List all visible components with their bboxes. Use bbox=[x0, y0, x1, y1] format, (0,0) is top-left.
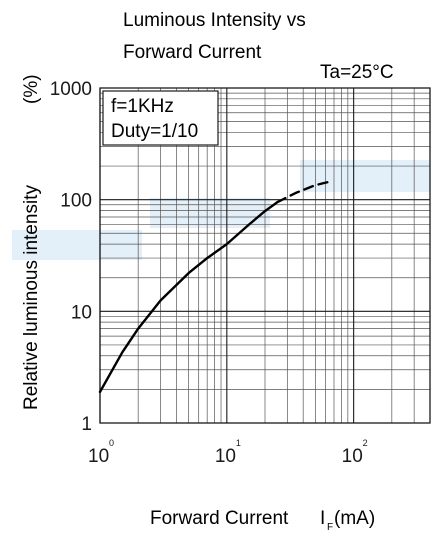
chart-title-line-1: Luminous Intensity vs bbox=[123, 10, 306, 31]
watermark bbox=[12, 160, 430, 260]
y-tick-label: 10 bbox=[71, 302, 92, 323]
y-tick-label: 1 bbox=[81, 414, 92, 435]
y-axis-label: Relative luminous intensity (%) bbox=[21, 74, 42, 410]
x-tick-label-base: 10 bbox=[215, 446, 236, 467]
x-axis-label-symbol: I bbox=[320, 508, 325, 529]
plot-frame bbox=[99, 87, 431, 424]
annotation-line-1: f=1KHz bbox=[111, 96, 174, 117]
x-axis-label: Forward Current I F (mA) bbox=[150, 508, 375, 533]
y-axis-label-main: Relative luminous intensity bbox=[21, 185, 42, 410]
annotation-line-2: Duty=1/10 bbox=[111, 121, 198, 142]
x-tick-label-base: 10 bbox=[88, 446, 109, 467]
annotation-box: f=1KHz Duty=1/10 bbox=[102, 90, 219, 146]
annotation-box-frame bbox=[102, 90, 219, 146]
condition-label: Ta=25°C bbox=[320, 62, 394, 83]
chart-title-line-2: Forward Current bbox=[123, 42, 262, 63]
y-tick-label: 100 bbox=[60, 191, 92, 212]
x-axis-label-main: Forward Current bbox=[150, 508, 289, 529]
x-tick-label-exponent: 2 bbox=[363, 438, 368, 448]
watermark-band-3 bbox=[300, 160, 430, 192]
series-layer bbox=[98, 180, 332, 394]
x-tick-label-base: 10 bbox=[342, 446, 363, 467]
y-axis-label-unit: (%) bbox=[21, 74, 42, 104]
watermark-band-1 bbox=[12, 230, 142, 260]
series-line-2 bbox=[276, 180, 332, 204]
x-axis-label-subscript: F bbox=[327, 522, 333, 533]
series-line-1 bbox=[98, 201, 279, 394]
y-tick-label: 1000 bbox=[50, 79, 92, 100]
x-tick-label-exponent: 0 bbox=[109, 438, 114, 448]
y-tick-labels: 1 10 100 1000 bbox=[50, 79, 92, 435]
x-axis-label-unit: (mA) bbox=[334, 508, 375, 529]
x-tick-label-exponent: 1 bbox=[236, 438, 241, 448]
